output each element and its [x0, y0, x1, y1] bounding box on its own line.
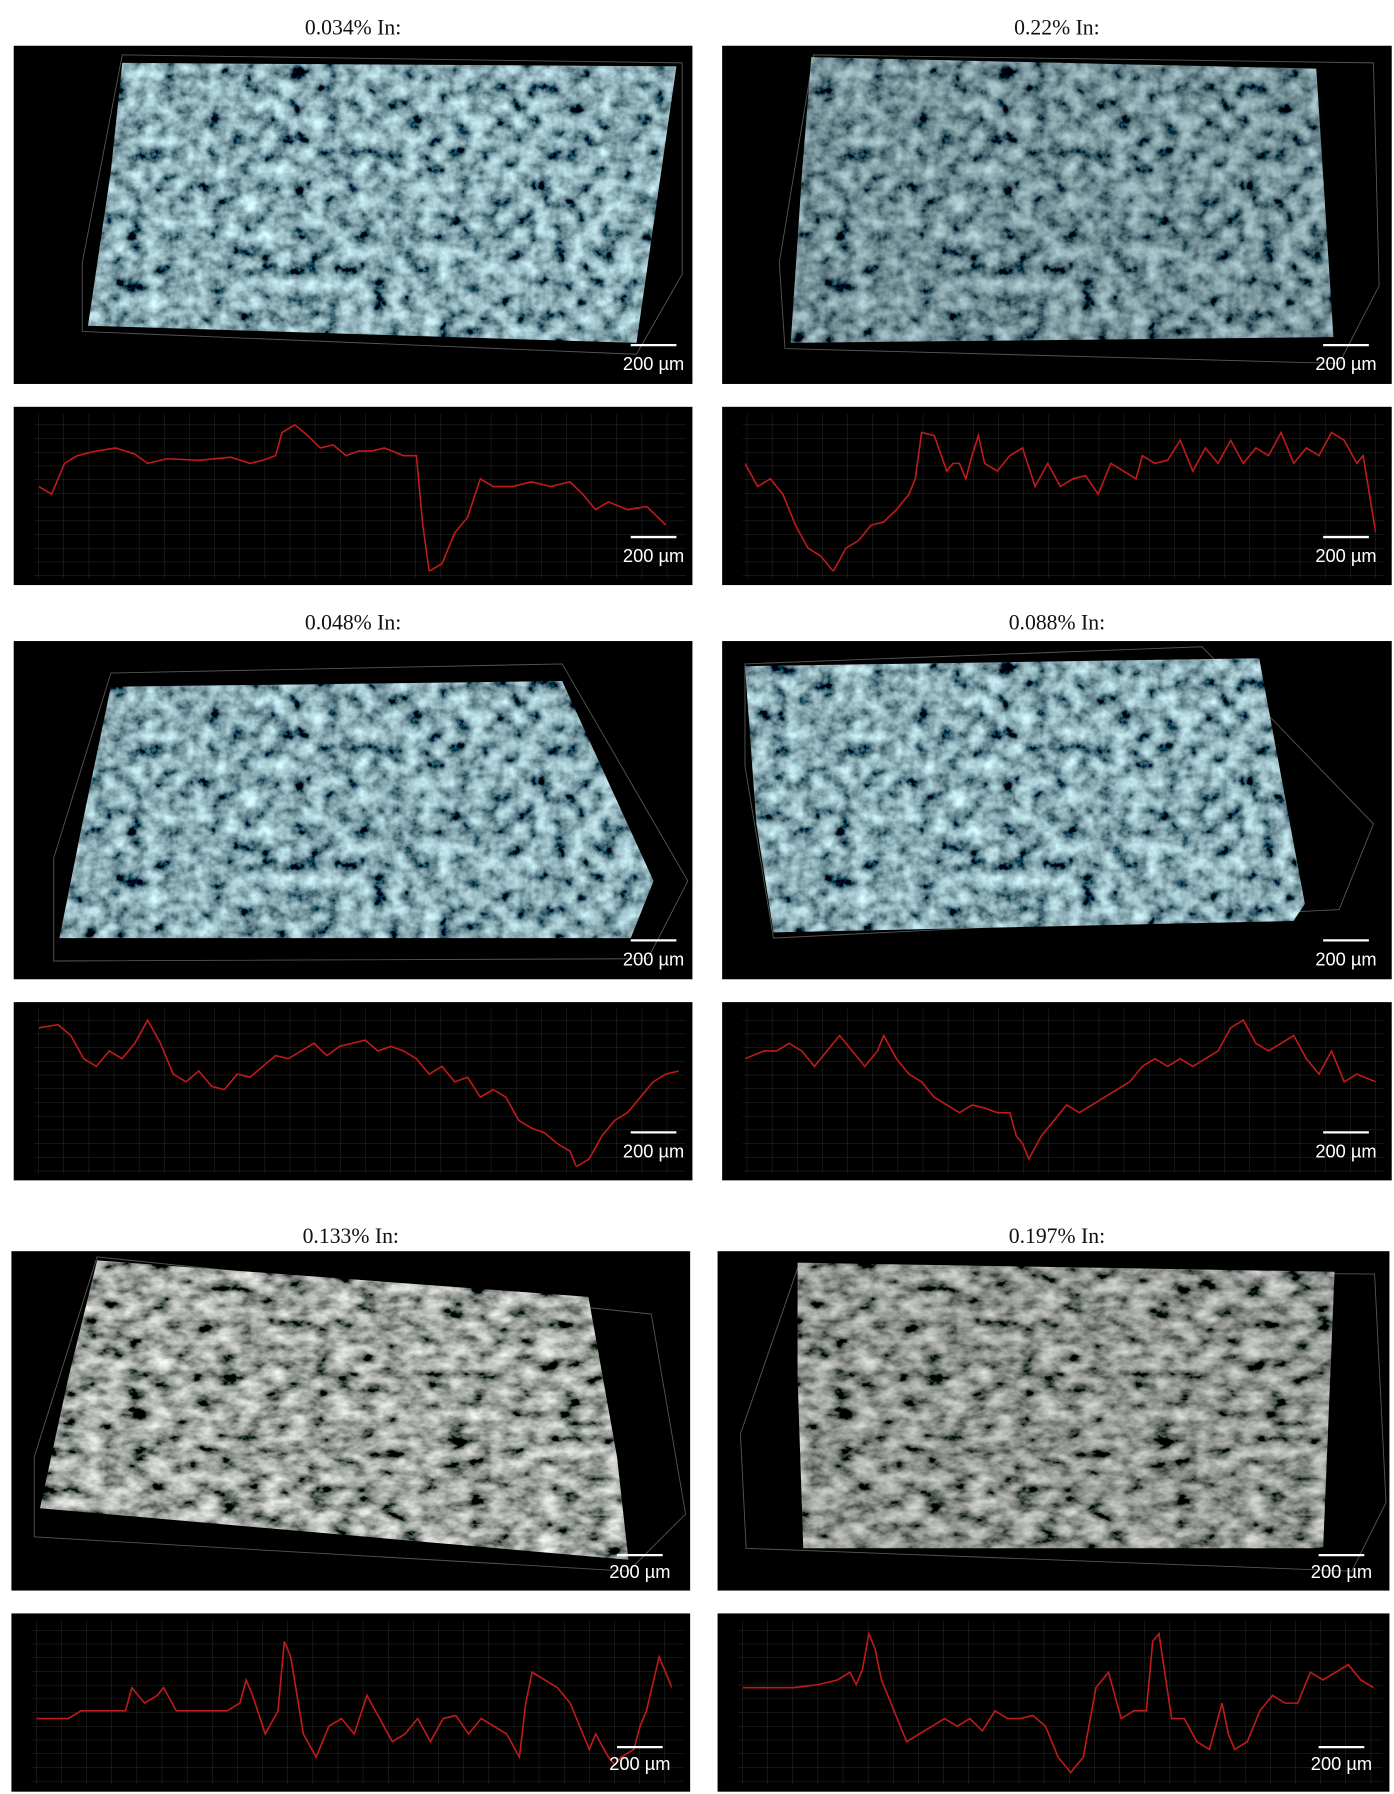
grid — [738, 1620, 1383, 1785]
panel-title: 0.034% In: — [305, 15, 401, 39]
profile — [743, 1634, 1374, 1773]
scale-label: 200 µm — [609, 1753, 670, 1774]
profile — [745, 1020, 1376, 1159]
surface — [797, 1262, 1335, 1549]
surface — [39, 1260, 629, 1560]
scale-label: 200 µm — [1311, 1753, 1372, 1774]
scale-label: 200 µm — [623, 545, 684, 566]
panel-title: 0.197% In: — [1009, 1224, 1105, 1248]
scale-label: 200 µm — [1315, 353, 1376, 374]
frame — [739, 1267, 1387, 1572]
surface — [790, 57, 1334, 343]
panel-title: 0.048% In: — [305, 611, 401, 635]
scale-label: 200 µm — [1315, 545, 1376, 566]
scale-label: 200 µm — [609, 1561, 670, 1582]
surface — [87, 62, 677, 343]
panel-title: 0.133% In: — [303, 1224, 399, 1248]
scale-label: 200 µm — [623, 353, 684, 374]
profile — [745, 433, 1376, 572]
scale-label: 200 µm — [623, 1141, 684, 1162]
grid — [34, 1008, 686, 1174]
profile — [39, 425, 666, 572]
scale-label: 200 µm — [1311, 1561, 1372, 1582]
grid — [34, 413, 686, 579]
panel: 0.034% In: 200 µm 200 µm — [13, 15, 693, 586]
grid — [742, 413, 1385, 579]
panel: 0.197% In: 200 µm 200 µm — [717, 1224, 1390, 1792]
panel-title: 0.22% In: — [1014, 15, 1100, 39]
frame — [33, 1256, 687, 1572]
scale-label: 200 µm — [623, 949, 684, 970]
panel: 0.088% In: 200 µm 200 µm — [722, 611, 1392, 1181]
grid — [31, 1620, 684, 1785]
frame — [53, 663, 689, 962]
surface — [59, 681, 654, 939]
frame — [744, 646, 1374, 939]
profile — [37, 1641, 672, 1764]
panel: 0.133% In: 200 µm 200 µm — [11, 1224, 691, 1792]
frame — [81, 54, 683, 355]
frame — [778, 54, 1380, 364]
scale-label: 200 µm — [1315, 1141, 1376, 1162]
grid — [742, 1008, 1385, 1174]
scale-label: 200 µm — [1315, 949, 1376, 970]
surface — [744, 658, 1305, 933]
panel: 0.22% In: 200 µm 200 µm — [722, 15, 1392, 586]
panel: 0.048% In: 200 µm 200 µm — [13, 611, 693, 1181]
profile — [39, 1020, 679, 1167]
panel-title: 0.088% In: — [1009, 611, 1105, 635]
